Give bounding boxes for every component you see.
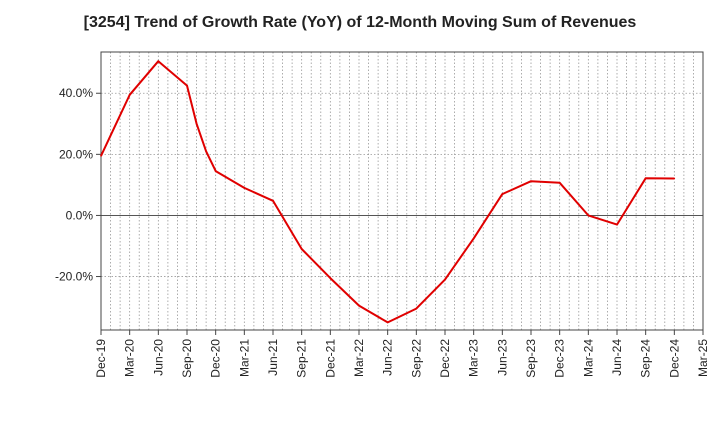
data-point <box>386 321 389 324</box>
data-point <box>243 187 246 189</box>
data-point <box>358 304 360 307</box>
data-point <box>195 122 198 125</box>
x-tick-label: Mar-22 <box>352 339 366 377</box>
x-tick-label: Sep-20 <box>180 339 194 378</box>
data-point <box>558 181 561 184</box>
x-tick-label: Dec-24 <box>667 339 681 378</box>
x-tick-label: Dec-23 <box>553 339 567 378</box>
data-point <box>616 223 618 226</box>
tick-labels: 40.0% 20.0% 0.0% -20.0% Dec-19 Mar-20 Jun-20 Se… <box>55 86 710 377</box>
data-point <box>300 248 303 250</box>
series-layer <box>100 60 676 324</box>
chart-title: [3254] Trend of Growth Rate (YoY) of 12-… <box>83 14 637 31</box>
data-point <box>644 177 647 179</box>
data-point <box>214 170 217 172</box>
x-tick-label: Jun-23 <box>495 339 509 376</box>
data-point <box>673 177 676 180</box>
x-tick-label: Jun-21 <box>266 339 280 376</box>
x-tick-label: Sep-24 <box>639 339 653 378</box>
x-tick-label: Jun-24 <box>610 339 624 376</box>
data-point <box>186 84 188 87</box>
x-tick-label: Sep-21 <box>295 339 309 378</box>
axes <box>96 51 704 335</box>
data-point <box>205 150 207 153</box>
x-tick-label: Jun-22 <box>381 339 395 376</box>
x-tick-label: Mar-23 <box>467 339 481 377</box>
y-tick-label: 20.0% <box>59 147 93 161</box>
data-point <box>128 93 131 96</box>
data-point <box>472 237 475 240</box>
data-point <box>415 307 418 310</box>
x-tick-label: Mar-24 <box>581 339 595 377</box>
data-point <box>100 155 102 157</box>
x-tick-label: Sep-22 <box>409 339 423 378</box>
data-point <box>157 60 160 62</box>
x-tick-label: Dec-21 <box>323 339 337 378</box>
y-tick-label: 40.0% <box>59 86 93 100</box>
data-point <box>329 277 332 279</box>
x-tick-label: Mar-21 <box>237 339 251 377</box>
grid <box>100 52 704 330</box>
x-tick-label: Jun-20 <box>151 339 165 376</box>
data-point <box>530 180 532 183</box>
data-point <box>272 199 274 202</box>
x-tick-label: Dec-20 <box>209 339 223 378</box>
data-point <box>444 278 446 281</box>
data-point <box>587 214 590 217</box>
x-tick-label: Dec-22 <box>438 339 452 378</box>
x-tick-label: Mar-25 <box>696 339 710 377</box>
y-tick-label: -20.0% <box>55 270 93 284</box>
x-tick-label: Dec-19 <box>94 339 108 378</box>
y-tick-label: 0.0% <box>66 208 94 222</box>
data-point <box>501 193 504 195</box>
x-tick-label: Sep-23 <box>524 339 538 378</box>
plot-frame <box>100 51 704 331</box>
x-tick-label: Mar-20 <box>123 339 137 377</box>
